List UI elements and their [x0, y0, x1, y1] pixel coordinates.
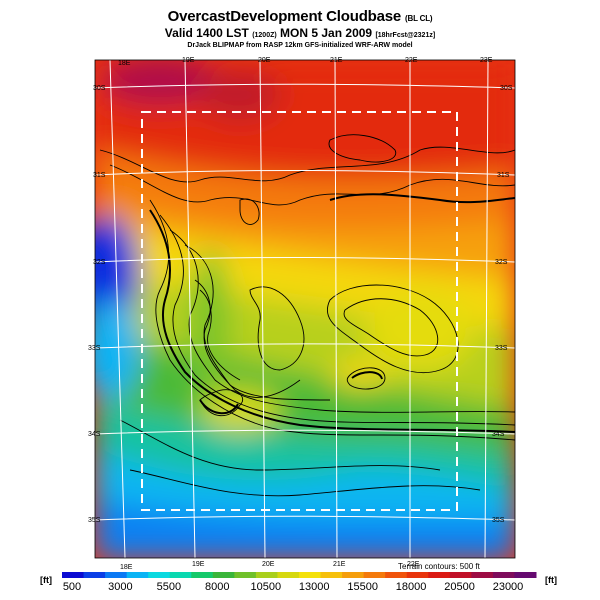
colorbar-tick-label: 8000 — [205, 581, 229, 593]
lon-label-top: 23E — [480, 57, 493, 64]
colorbar-swatch — [105, 572, 128, 578]
lon-label-bottom: 22E — [407, 561, 420, 568]
colorbar-unit-right: [ft] — [545, 575, 557, 585]
lon-label-top: 19E — [182, 57, 195, 64]
colorbar-swatch — [277, 572, 300, 578]
colorbar-swatch — [234, 572, 257, 578]
colorbar-swatch — [169, 572, 192, 578]
lat-label-right: 32S — [495, 259, 508, 266]
colorbar-tick-label: 15500 — [347, 581, 378, 593]
lat-label-left: 35S — [88, 517, 101, 524]
lat-label-left: 30S — [93, 85, 106, 92]
lat-label-left: 31S — [93, 172, 106, 179]
colorbar-swatch — [428, 572, 451, 578]
colorbar-swatch — [191, 572, 214, 578]
colorbar-swatch — [255, 572, 278, 578]
colorbar-swatch — [363, 572, 386, 578]
lon-label-bottom: 21E — [333, 561, 346, 568]
lon-label-bottom: 19E — [192, 561, 205, 568]
lat-label-right: 34S — [492, 431, 505, 438]
source-line: DrJack BLIPMAP from RASP 12km GFS-initia… — [187, 42, 413, 49]
title-suffix: (BL CL) — [405, 14, 433, 23]
colorbar-tick-label: 13000 — [299, 581, 330, 593]
colorbar-swatch — [148, 572, 171, 578]
map-frame — [94, 59, 516, 559]
inner-domain-box — [141, 111, 458, 511]
colorbar — [62, 572, 537, 578]
colorbar-swatch — [299, 572, 322, 578]
colorbar-tick-label: 20500 — [444, 581, 475, 593]
cloudbase-field — [95, 60, 515, 558]
terrain-contour-note: Terrain contours: 500 ft — [398, 562, 481, 571]
colorbar-tick-label: 18000 — [396, 581, 427, 593]
colorbar-swatch — [320, 572, 343, 578]
lat-label-right: 35S — [492, 517, 505, 524]
lon-label-top: 22E — [405, 57, 418, 64]
colorbar-swatch — [385, 572, 408, 578]
colorbar-swatch — [126, 572, 149, 578]
lon-label-top: 18E — [118, 60, 131, 67]
colorbar-ticks: 500 3000 5500 8000 10500 13000 15500 18000 20500… — [63, 581, 523, 593]
lon-label-bottom: 20E — [262, 561, 275, 568]
colorbar-tick-label: 23000 — [493, 581, 524, 593]
colorbar-tick-label: 5500 — [157, 581, 181, 593]
colorbar-tick-label: 500 — [63, 581, 81, 593]
lat-lon-grid — [94, 59, 516, 559]
colorbar-swatch — [406, 572, 429, 578]
colorbar-swatch — [471, 572, 494, 578]
colorbar-swatch — [492, 572, 515, 578]
map-subtitle: Valid 1400 LST (1200Z) MON 5 Jan 2009 [1… — [0, 26, 600, 40]
colorbar-swatch — [212, 572, 235, 578]
lat-label-right: 31S — [497, 172, 510, 179]
lat-label-right: 30S — [500, 85, 513, 92]
colorbar-tick-label: 3000 — [108, 581, 132, 593]
subtitle-forecast: [18hrFcst@2321z] — [375, 32, 436, 39]
lat-label-right: 33S — [495, 345, 508, 352]
lat-label-left: 32S — [93, 259, 106, 266]
lon-label-bottom: 18E — [120, 564, 133, 571]
terrain-contours — [99, 134, 515, 497]
lon-label-top: 21E — [330, 57, 343, 64]
subtitle-valid: Valid 1400 LST — [164, 26, 249, 40]
colorbar-swatch — [62, 572, 85, 578]
colorbar-swatch — [449, 572, 472, 578]
major-terrain-contours — [149, 193, 515, 433]
colorbar-swatch — [514, 572, 537, 578]
colorbar-swatch — [83, 572, 106, 578]
subtitle-date: MON 5 Jan 2009 — [280, 26, 373, 40]
lat-label-left: 34S — [88, 431, 101, 438]
lon-label-top: 20E — [258, 57, 271, 64]
lat-label-left: 33S — [88, 345, 101, 352]
subtitle-time-code: (1200Z) — [252, 32, 277, 39]
colorbar-unit-left: [ft] — [40, 575, 52, 585]
map-title: OvercastDevelopment Cloudbase (BL CL) — [0, 8, 600, 25]
colorbar-swatch — [342, 572, 365, 578]
title-main: OvercastDevelopment Cloudbase — [167, 8, 402, 25]
colorbar-tick-label: 10500 — [251, 581, 282, 593]
